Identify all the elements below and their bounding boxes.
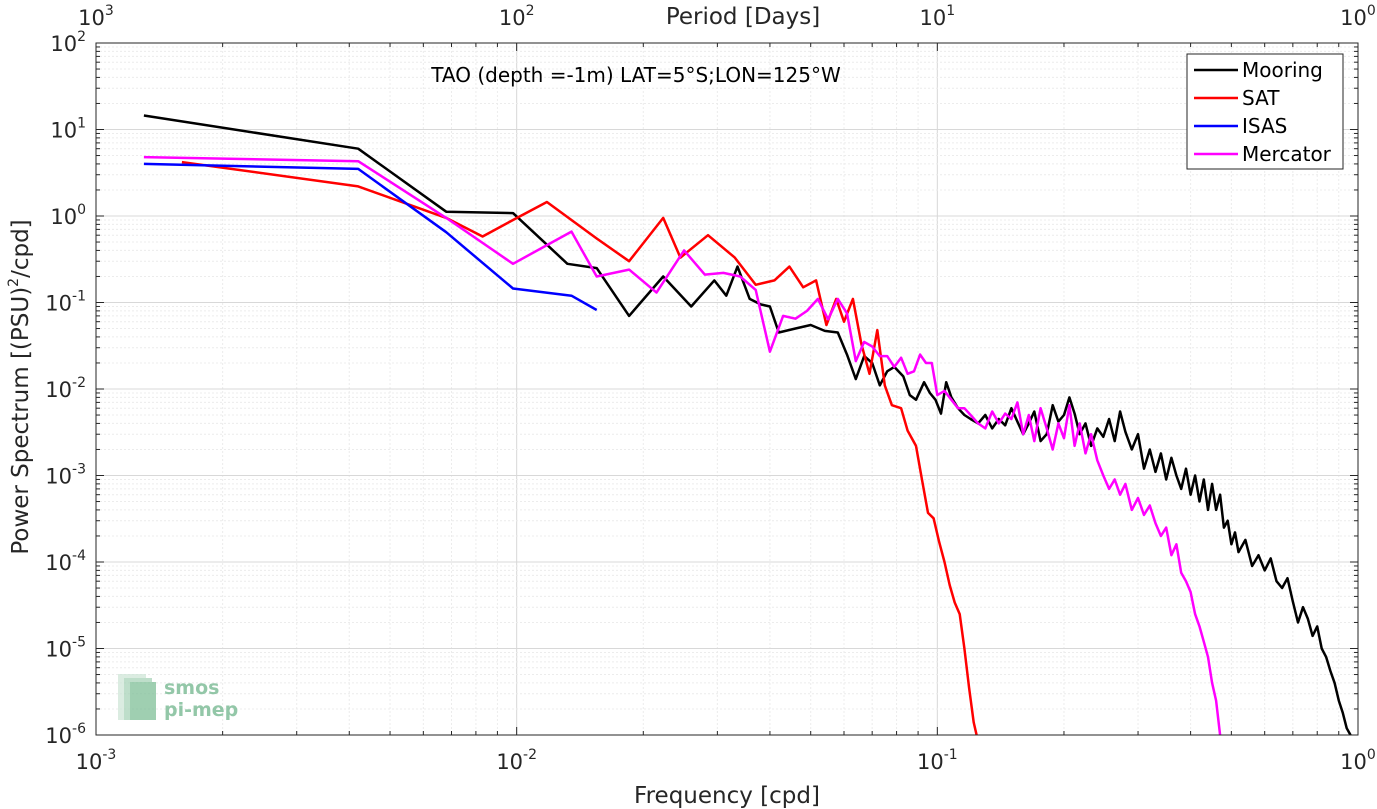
- top-tick-label-base: 10: [920, 6, 947, 30]
- legend-box: [1186, 53, 1344, 170]
- legend-label-mooring: Mooring: [1242, 58, 1323, 82]
- y-axis-label-sup: 2: [6, 278, 22, 287]
- y-tick-label: 10-3: [45, 462, 86, 489]
- legend-item-isas: ISAS: [1194, 114, 1287, 138]
- x-tick-label-base: 10: [917, 750, 944, 774]
- x-tick-label: 10-1: [917, 747, 958, 774]
- y-tick-label: 10-5: [45, 635, 86, 662]
- x-tick-label-base: 10: [76, 750, 103, 774]
- y-tick-label-exp: -1: [72, 289, 86, 305]
- x-tick-label-exp: 0: [1367, 747, 1376, 763]
- y-tick-label-base: 10: [45, 551, 72, 575]
- y-axis-label-main: Power Spectrum [(PSU): [8, 287, 34, 555]
- series-line-isas: [143, 162, 598, 312]
- x-tick-label-base: 10: [496, 750, 523, 774]
- x-tick-label-exp: -2: [523, 747, 537, 763]
- legend: Mooring SAT ISAS Mercator: [1186, 53, 1344, 170]
- legend-item-mercator: Mercator: [1194, 142, 1332, 166]
- y-tick-label-exp: 2: [77, 29, 86, 45]
- x-tick-label: 10-2: [496, 747, 537, 774]
- logo-text-smos: smos: [164, 677, 219, 699]
- y-tick-label-base: 10: [45, 465, 72, 489]
- y-tick-label-exp: -5: [72, 635, 86, 651]
- y-tick-label: 10-2: [45, 375, 86, 402]
- smos-pi-mep-logo: smos pi-mep: [118, 674, 238, 721]
- x-axis-label: Frequency [cpd]: [634, 783, 820, 809]
- top-tick-label-base: 10: [499, 6, 526, 30]
- y-tick-label: 10-6: [45, 721, 86, 748]
- chart-title: TAO (depth =-1m) LAT=5°S;LON=125°W: [430, 63, 841, 87]
- y-tick-label-base: 10: [50, 205, 77, 229]
- legend-item-mooring: Mooring: [1194, 58, 1323, 82]
- y-tick-label-base: 10: [45, 724, 72, 748]
- x-tick-label-base: 10: [1340, 750, 1367, 774]
- top-tick-label: 102: [499, 3, 535, 30]
- x-tick-label-exp: -3: [102, 747, 116, 763]
- legend-label-isas: ISAS: [1242, 114, 1287, 138]
- top-tick-label: 101: [920, 3, 956, 30]
- series-line-sat: [181, 160, 978, 735]
- series-line-mooring: [143, 114, 1352, 735]
- y-axis-label: Power Spectrum [(PSU)2/cpd]: [6, 219, 34, 554]
- y-tick-label-base: 10: [50, 119, 77, 143]
- top-tick-label-base: 10: [1340, 6, 1367, 30]
- top-tick-label-exp: 1: [946, 3, 955, 19]
- y-tick-label-exp: -3: [72, 462, 86, 478]
- y-tick-label-exp: -2: [72, 375, 86, 391]
- y-tick-label: 101: [50, 116, 86, 143]
- y-axis-label-end: /cpd]: [8, 219, 34, 278]
- y-tick-label-base: 10: [45, 292, 72, 316]
- y-tick-label-exp: 0: [77, 202, 86, 218]
- series-lines: [143, 114, 1352, 735]
- legend-label-mercator: Mercator: [1242, 142, 1332, 166]
- y-tick-label-base: 10: [45, 638, 72, 662]
- axis-ticks: 10-3 10-2 10-1 10010-610-510-410-310-210-11…: [45, 3, 1376, 774]
- top-tick-label-base: 10: [78, 6, 105, 30]
- x-tick-label-exp: -1: [944, 747, 958, 763]
- logo-block-3: [130, 682, 156, 720]
- top-tick-label-exp: 2: [526, 3, 535, 19]
- top-tick-label: 103: [78, 3, 114, 30]
- y-tick-label-base: 10: [45, 378, 72, 402]
- y-tick-label: 100: [50, 202, 86, 229]
- y-tick-label-exp: 1: [77, 116, 86, 132]
- x-tick-label: 100: [1340, 747, 1376, 774]
- top-tick-label-exp: 0: [1367, 3, 1376, 19]
- y-tick-label-base: 10: [50, 32, 77, 56]
- top-axis-label: Period [Days]: [666, 4, 820, 30]
- y-tick-label: 102: [50, 29, 86, 56]
- y-tick-label: 10-1: [45, 289, 86, 316]
- y-tick-label: 10-4: [45, 548, 86, 575]
- x-tick-label: 10-3: [76, 747, 117, 774]
- logo-text-pi-mep: pi-mep: [164, 699, 238, 721]
- legend-label-sat: SAT: [1242, 86, 1280, 110]
- legend-item-sat: SAT: [1194, 86, 1280, 110]
- y-tick-label-exp: -6: [72, 721, 86, 737]
- y-tick-label-exp: -4: [72, 548, 86, 564]
- series-line-mercator: [143, 155, 1222, 735]
- top-tick-label: 100: [1340, 3, 1376, 30]
- top-tick-label-exp: 3: [105, 3, 114, 19]
